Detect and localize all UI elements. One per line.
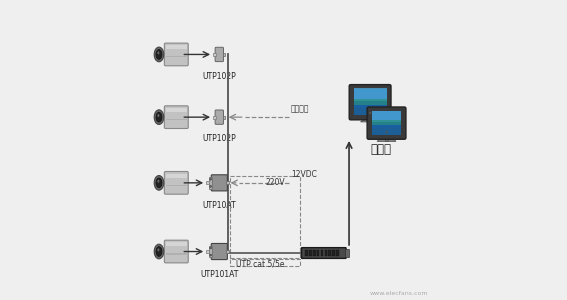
FancyBboxPatch shape [302,248,346,258]
Bar [206,182,209,184]
Ellipse shape [156,50,162,59]
Circle shape [210,247,211,249]
Text: www.elecfans.com: www.elecfans.com [370,291,428,296]
Bar [223,116,225,118]
Ellipse shape [154,47,164,62]
FancyBboxPatch shape [164,43,188,66]
Bar [230,259,300,266]
Bar [166,119,187,120]
Text: 12VDC: 12VDC [291,170,317,179]
Bar [166,185,187,186]
Bar [317,250,319,256]
Bar [166,56,187,58]
Bar [371,128,401,135]
Ellipse shape [157,180,159,183]
Ellipse shape [154,110,164,124]
Bar [332,250,335,256]
Bar [354,88,387,101]
Ellipse shape [154,244,164,259]
Text: UTP101AT: UTP101AT [200,270,239,279]
Circle shape [386,131,388,134]
Bar [385,137,388,141]
FancyBboxPatch shape [215,47,223,61]
Bar [354,89,387,116]
Text: UTP102P: UTP102P [202,134,236,143]
Bar [166,254,187,255]
Circle shape [210,254,211,256]
Bar [354,99,387,105]
Ellipse shape [154,176,164,190]
Bar [371,120,401,125]
Bar [345,249,349,257]
Text: 无需电源: 无需电源 [291,104,310,113]
Bar [209,246,212,257]
Bar [230,176,300,258]
Bar [166,174,187,178]
Ellipse shape [157,114,159,117]
Bar [371,112,401,135]
FancyBboxPatch shape [211,175,227,191]
Polygon shape [361,118,380,122]
Bar [226,250,229,253]
Ellipse shape [157,51,159,54]
Bar [328,250,331,256]
Ellipse shape [156,112,162,122]
Polygon shape [377,138,396,141]
Text: UTP cat 5/5e: UTP cat 5/5e [236,260,284,268]
Text: 监控器: 监控器 [370,142,391,155]
Bar [336,250,339,256]
Bar [213,53,216,56]
Text: UTP10AT: UTP10AT [202,201,236,210]
Bar [206,250,209,253]
Bar [166,108,187,112]
Circle shape [210,185,211,187]
Bar [166,242,187,247]
Bar [309,250,312,256]
Bar [354,108,387,116]
Text: UTP102P: UTP102P [202,72,236,81]
Bar [321,250,323,256]
FancyBboxPatch shape [164,240,188,263]
Bar [166,45,187,50]
Bar [324,250,327,256]
FancyBboxPatch shape [211,244,227,260]
Circle shape [210,178,211,180]
Ellipse shape [157,248,159,251]
Ellipse shape [156,247,162,256]
Bar [369,118,371,121]
FancyBboxPatch shape [164,172,188,194]
Bar [223,53,225,56]
FancyBboxPatch shape [349,85,391,120]
Bar [371,110,401,122]
Bar [226,182,229,184]
Bar [313,250,316,256]
Bar [209,177,212,188]
Text: 220V: 220V [265,178,285,187]
Ellipse shape [156,178,162,188]
Bar [213,116,216,118]
Bar [305,250,308,256]
FancyBboxPatch shape [367,107,406,139]
Circle shape [369,112,371,114]
FancyBboxPatch shape [215,110,223,124]
FancyBboxPatch shape [164,106,188,128]
